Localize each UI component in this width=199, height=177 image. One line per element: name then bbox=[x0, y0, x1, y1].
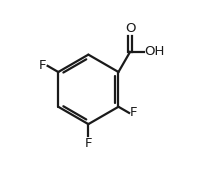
Text: OH: OH bbox=[144, 45, 165, 58]
Text: F: F bbox=[39, 59, 47, 72]
Text: F: F bbox=[130, 106, 138, 119]
Text: O: O bbox=[125, 22, 135, 35]
Text: F: F bbox=[85, 138, 92, 150]
